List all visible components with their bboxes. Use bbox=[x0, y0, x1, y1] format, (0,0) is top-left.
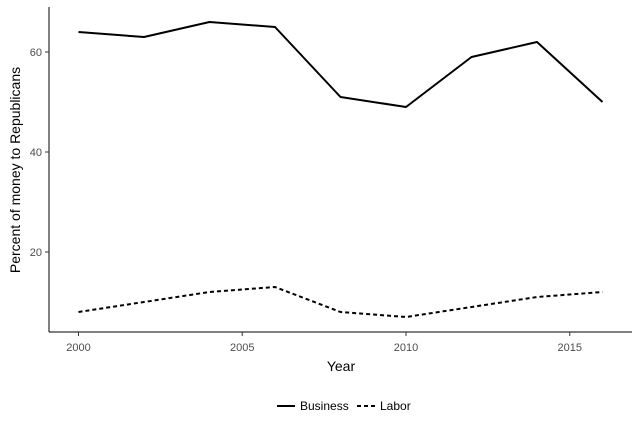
series-line-labor bbox=[78, 286, 603, 318]
y-tick-label: 60 bbox=[30, 47, 42, 59]
series-line-business bbox=[78, 21, 604, 108]
x-tick-label: 2005 bbox=[230, 342, 254, 354]
x-tick-label: 2000 bbox=[66, 342, 90, 354]
y-axis-title: Percent of money to Republicans bbox=[7, 67, 23, 273]
plot-area: 2000 2005 2010 2015 20 40 60 bbox=[30, 7, 632, 354]
y-tick-label: 40 bbox=[30, 147, 42, 159]
legend-label-business: Business bbox=[300, 399, 349, 413]
legend-label-labor: Labor bbox=[380, 399, 411, 413]
y-tick-label: 20 bbox=[30, 247, 42, 259]
legend: Business Labor bbox=[277, 399, 411, 413]
x-tick-label: 2015 bbox=[558, 342, 582, 354]
x-axis-title: Year bbox=[327, 358, 356, 374]
x-tick-label: 2010 bbox=[394, 342, 418, 354]
